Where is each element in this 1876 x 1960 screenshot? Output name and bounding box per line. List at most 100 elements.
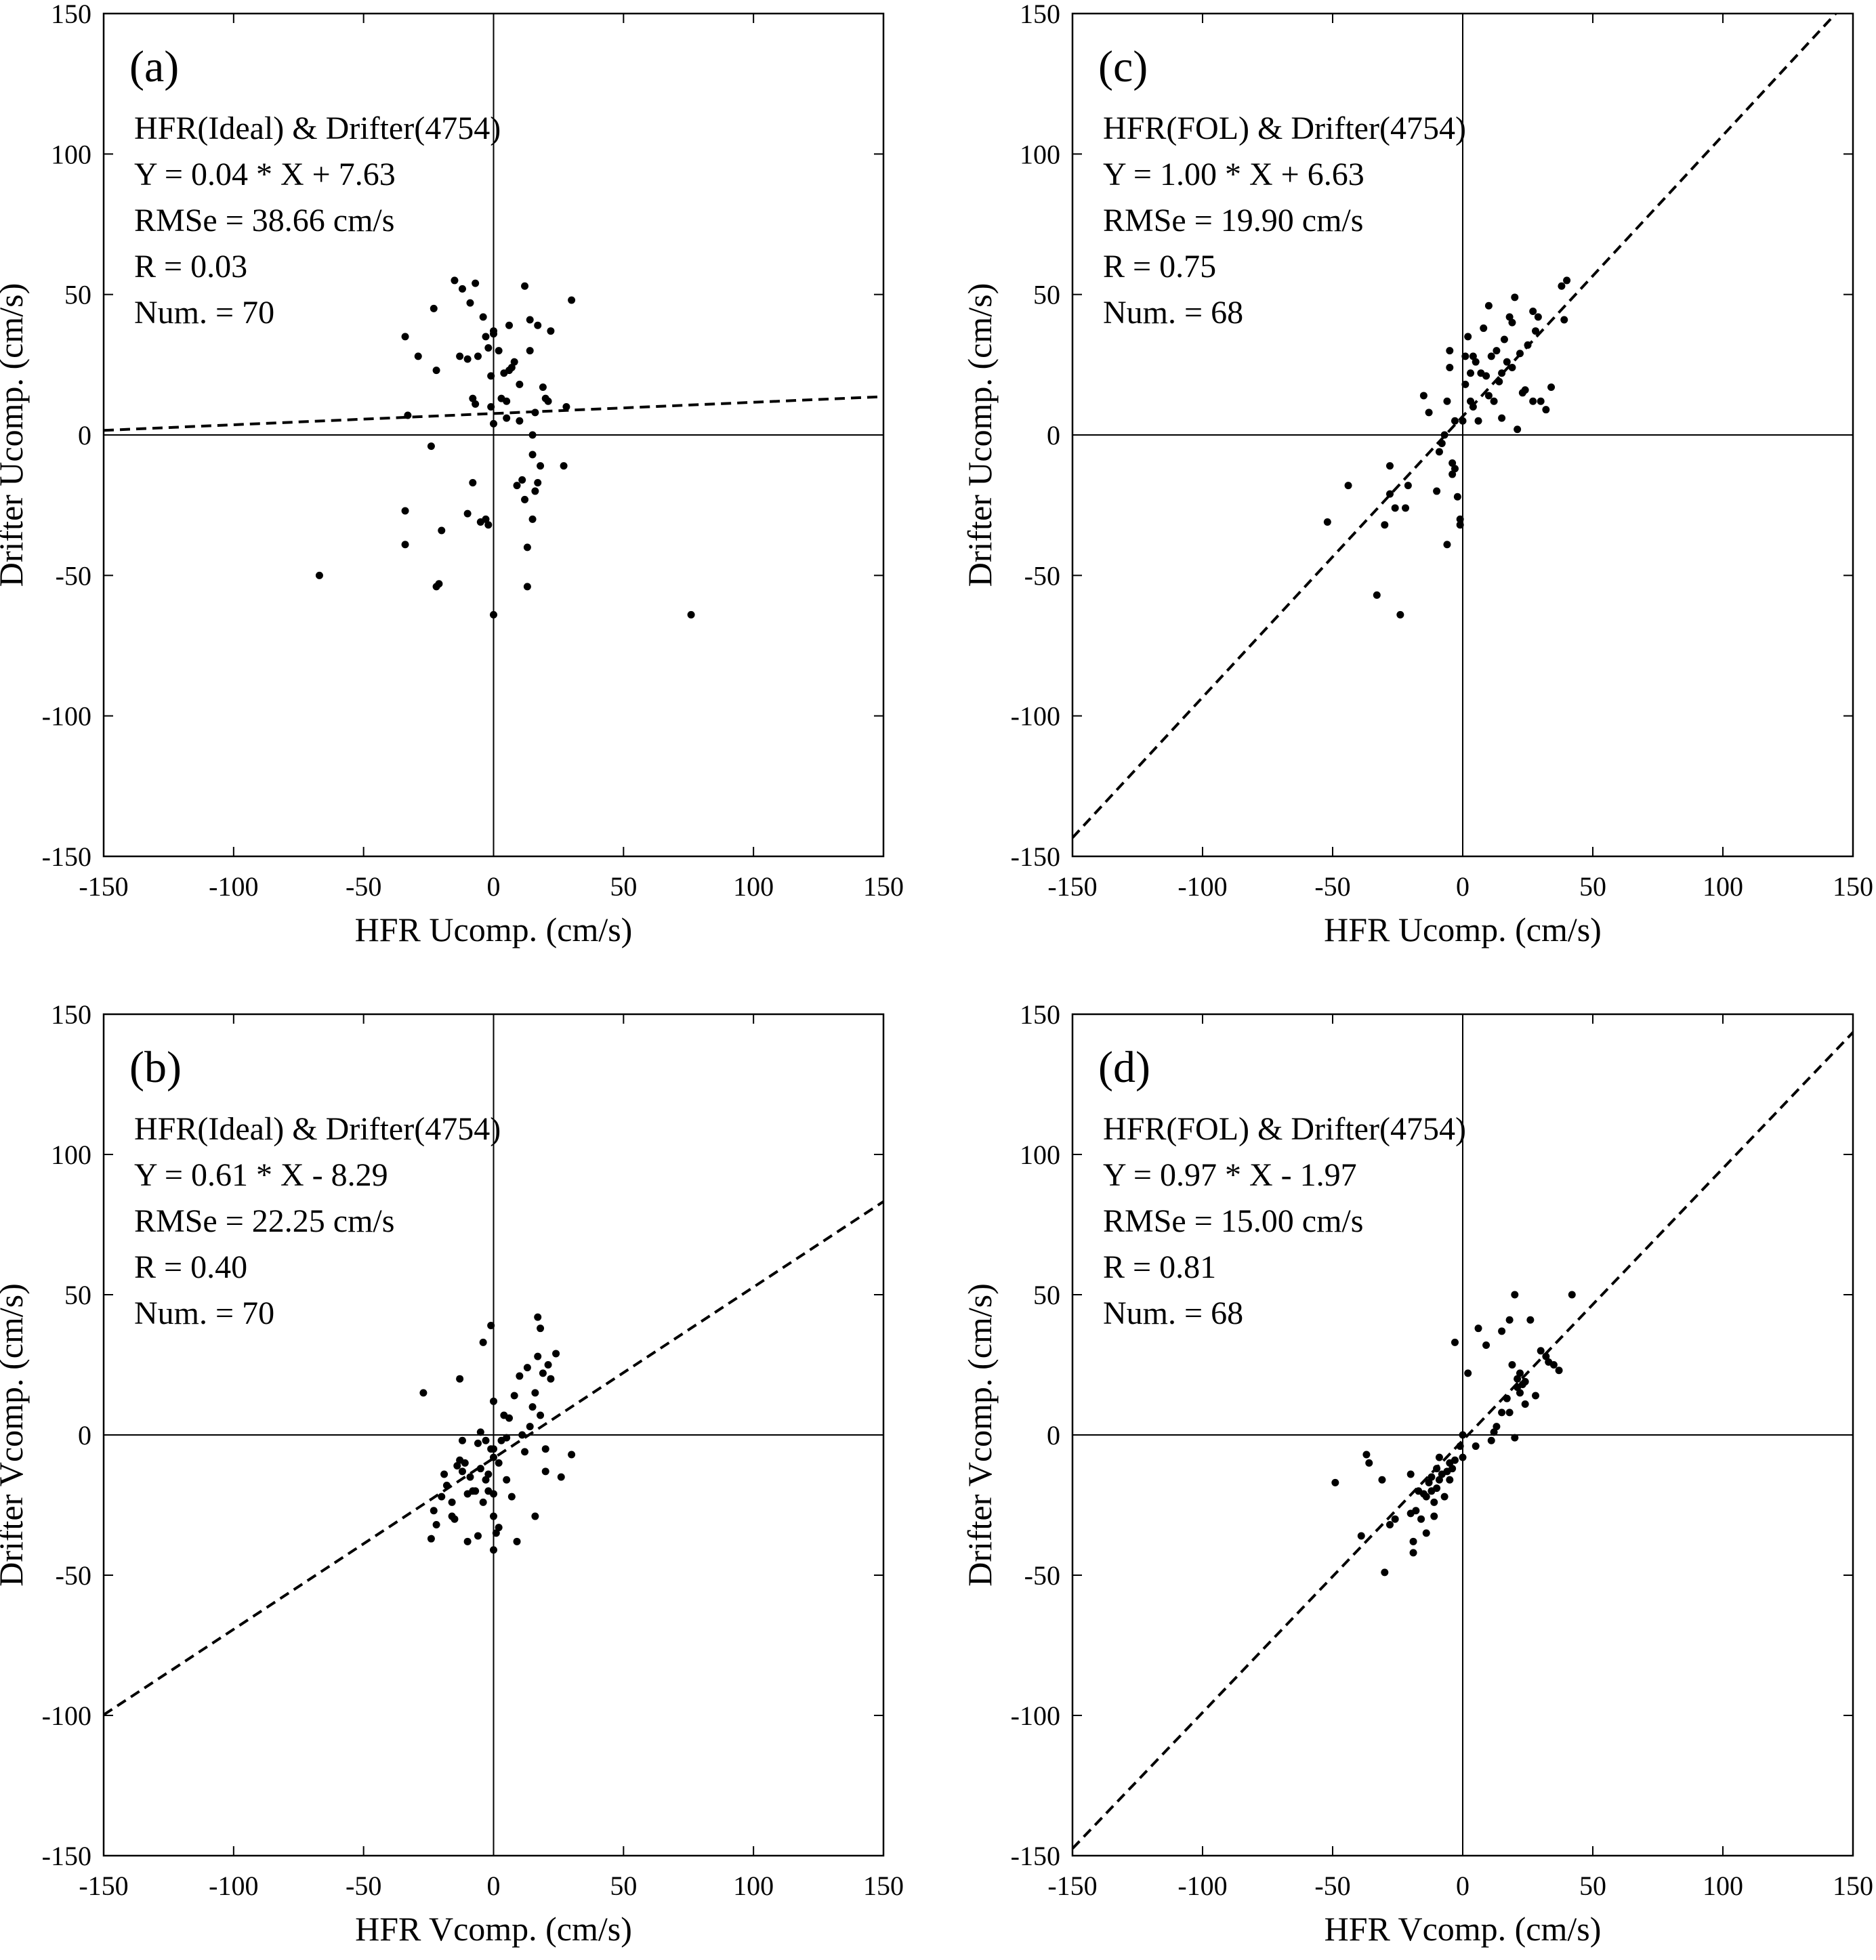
data-point [1532,1392,1540,1400]
data-point [1427,1473,1436,1481]
x-tick-label: 100 [733,1871,774,1901]
data-point [1451,465,1459,473]
data-point [516,380,524,388]
data-point [1490,397,1498,405]
y-tick-label: 150 [51,0,91,29]
data-point [516,417,524,425]
data-point [440,1470,449,1478]
x-tick-label: -50 [346,871,381,902]
y-tick-label: -100 [42,1701,91,1731]
data-point [534,321,542,329]
stat-line: Y = 0.97 * X - 1.97 [1103,1157,1357,1193]
data-point [1425,409,1433,417]
x-tick-label: 0 [487,871,501,902]
data-point [1487,352,1495,360]
data-point [469,478,477,486]
data-point [528,515,537,523]
data-point [513,1537,521,1545]
y-tick-label: 0 [1047,1420,1060,1451]
x-tick-label: 0 [1456,871,1469,902]
y-tick-label: -50 [56,1560,91,1591]
data-point [484,1470,493,1478]
data-point [1459,417,1467,425]
data-point [1521,1400,1529,1408]
data-point [541,1467,549,1476]
data-point [1451,1338,1459,1346]
data-point [469,394,477,402]
data-point [523,1364,531,1372]
data-point [490,1490,497,1498]
data-point [1469,403,1477,411]
data-point [458,285,466,293]
data-point [427,442,435,451]
regression-line [104,1200,883,1716]
data-point [1521,386,1529,394]
data-point [1490,1428,1498,1436]
data-point [1440,1493,1448,1501]
data-point [537,1325,545,1333]
panel-label: (b) [129,1043,182,1092]
data-point [463,1537,472,1545]
data-point [479,1498,487,1506]
stat-line: Num. = 68 [1103,1295,1243,1331]
data-point [1542,1352,1550,1360]
x-tick-label: 150 [1833,871,1873,902]
data-point [458,1467,466,1476]
x-tick-label: -50 [1314,1871,1350,1901]
data-point [1378,1476,1386,1484]
data-point [1362,1451,1371,1459]
data-point [427,1535,435,1543]
data-point [531,1512,539,1520]
data-point [1472,358,1480,366]
y-tick-label: 100 [1020,1140,1060,1170]
regression-line [104,395,883,432]
data-point [1448,459,1457,467]
data-point [1409,1549,1417,1557]
x-tick-label: -150 [79,871,128,902]
data-point [1422,1529,1430,1537]
data-point [451,1515,459,1523]
data-point [1344,482,1352,490]
data-point [401,507,409,515]
data-point [1422,1493,1430,1501]
data-point [1542,406,1550,414]
data-point [1456,1442,1464,1451]
x-tick-label: 150 [1833,1871,1873,1901]
data-point [537,1411,545,1419]
data-point [1511,1434,1519,1442]
data-point [534,478,542,486]
regression-line [1072,14,1838,839]
data-point [568,1451,576,1459]
data-point [451,276,459,285]
x-tick-label: -150 [79,1871,128,1901]
data-point [547,1375,555,1383]
data-point [1568,1291,1576,1299]
x-tick-label: -50 [1314,871,1350,902]
stat-line: HFR(Ideal) & Drifter(4754) [134,110,501,146]
data-point [490,1512,497,1520]
data-point [495,1459,503,1467]
y-tick-label: 100 [51,1140,91,1170]
y-axis-title: Drifter Vcomp. (cm/s) [0,1283,30,1587]
data-point [521,282,529,290]
data-point [526,316,534,324]
scatter-panel-b: -150-150 -100 -100 -50 -50 0 0 50 50 100 100 150 150… [0,999,904,1948]
data-point [1443,541,1451,549]
data-point [1516,1389,1524,1397]
data-point [1503,1394,1511,1402]
data-point [482,1476,490,1484]
data-point [1532,327,1540,335]
data-point [404,411,412,419]
data-point [1505,1316,1514,1324]
data-point [562,403,570,411]
data-point [1412,1507,1420,1515]
y-tick-label: -100 [1011,1701,1060,1731]
data-point [482,515,490,523]
data-point [490,1397,497,1405]
data-point [1500,335,1508,343]
y-tick-label: -150 [42,841,91,872]
data-point [1467,369,1475,377]
data-point [474,1439,482,1447]
data-point [516,1372,524,1380]
